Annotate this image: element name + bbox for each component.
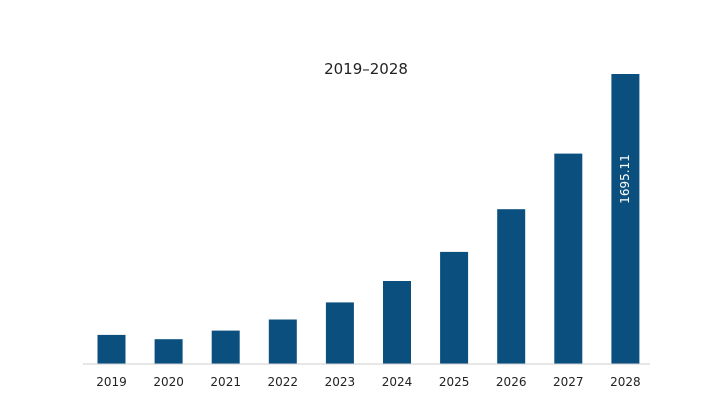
bar-2025	[440, 251, 469, 364]
x-tick-label: 2020	[153, 375, 184, 389]
data-labels: 1695.11	[618, 154, 632, 204]
bar-2020	[154, 339, 183, 364]
bar-2027	[554, 153, 583, 364]
bar-2022	[268, 319, 297, 364]
x-tick-label: 2026	[496, 375, 527, 389]
bars-group	[97, 74, 640, 364]
chart-title: 2019–2028	[324, 60, 408, 78]
bar-2026	[497, 209, 526, 364]
x-tick-label: 2019	[96, 375, 127, 389]
x-tick-label: 2028	[610, 375, 641, 389]
bar-2024	[383, 281, 411, 364]
data-label-2028: 1695.11	[618, 154, 632, 204]
x-tick-label: 2027	[553, 375, 584, 389]
bar-2019	[97, 334, 126, 364]
x-tick-label: 2025	[439, 375, 470, 389]
x-tick-label: 2023	[325, 375, 356, 389]
bar-2028	[611, 74, 640, 364]
bar-2023	[325, 302, 354, 364]
x-tick-labels: 2019 2020 2021 2022 2023 2024 2025 2026 2027 2028	[96, 375, 640, 389]
x-tick-label: 2021	[210, 375, 241, 389]
bar-2021	[211, 330, 240, 364]
x-tick-label: 2022	[268, 375, 299, 389]
x-tick-label: 2024	[382, 375, 413, 389]
